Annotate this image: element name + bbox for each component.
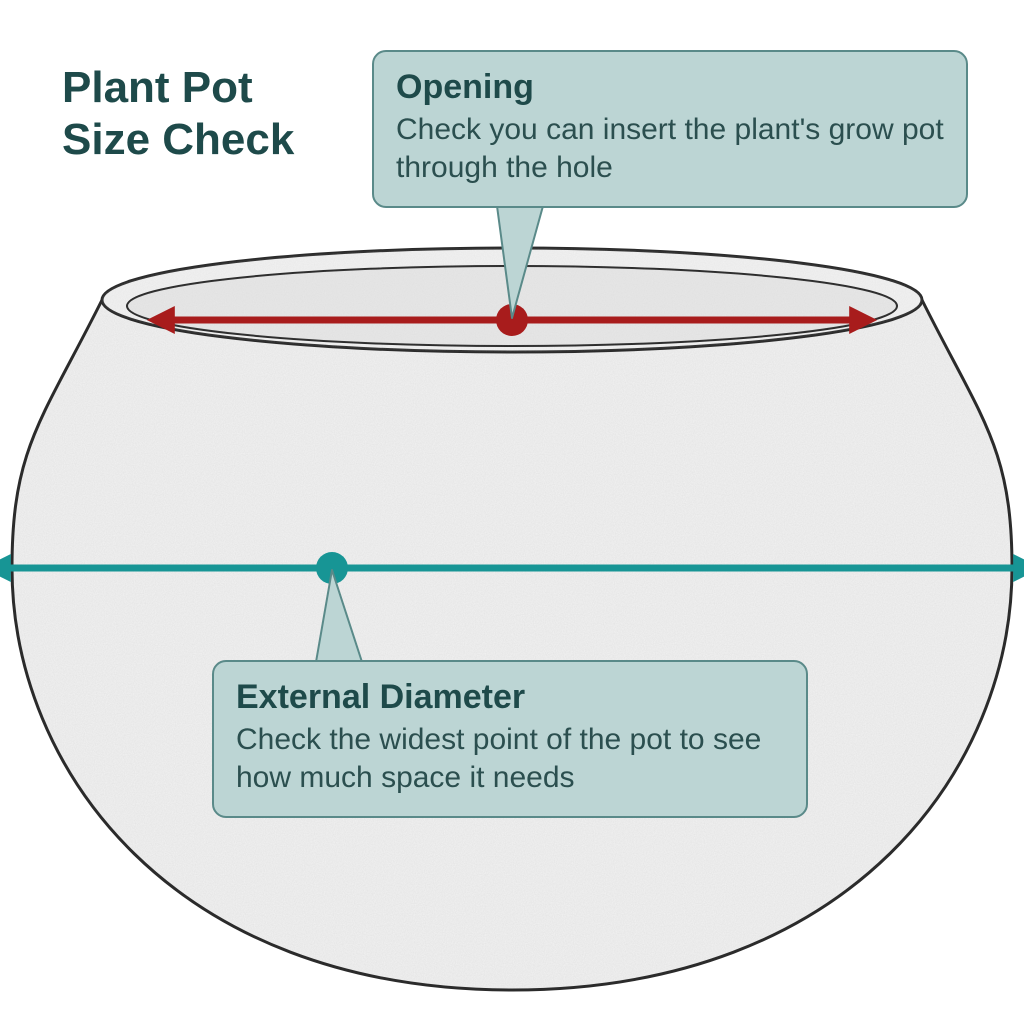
title-line1: Plant Pot (62, 63, 253, 112)
callout-opening-body: Check you can insert the plant's grow po… (396, 111, 944, 186)
callout-diameter: External Diameter Check the widest point … (212, 660, 808, 818)
callout-opening: Opening Check you can insert the plant's … (372, 50, 968, 208)
pot-illustration (12, 248, 1012, 990)
callout-diameter-body: Check the widest point of the pot to see… (236, 721, 784, 796)
callout-diameter-title: External Diameter (236, 678, 784, 717)
callout-opening-title: Opening (396, 68, 944, 107)
page-title: Plant PotSize Check (62, 62, 294, 166)
title-line2: Size Check (62, 115, 294, 164)
